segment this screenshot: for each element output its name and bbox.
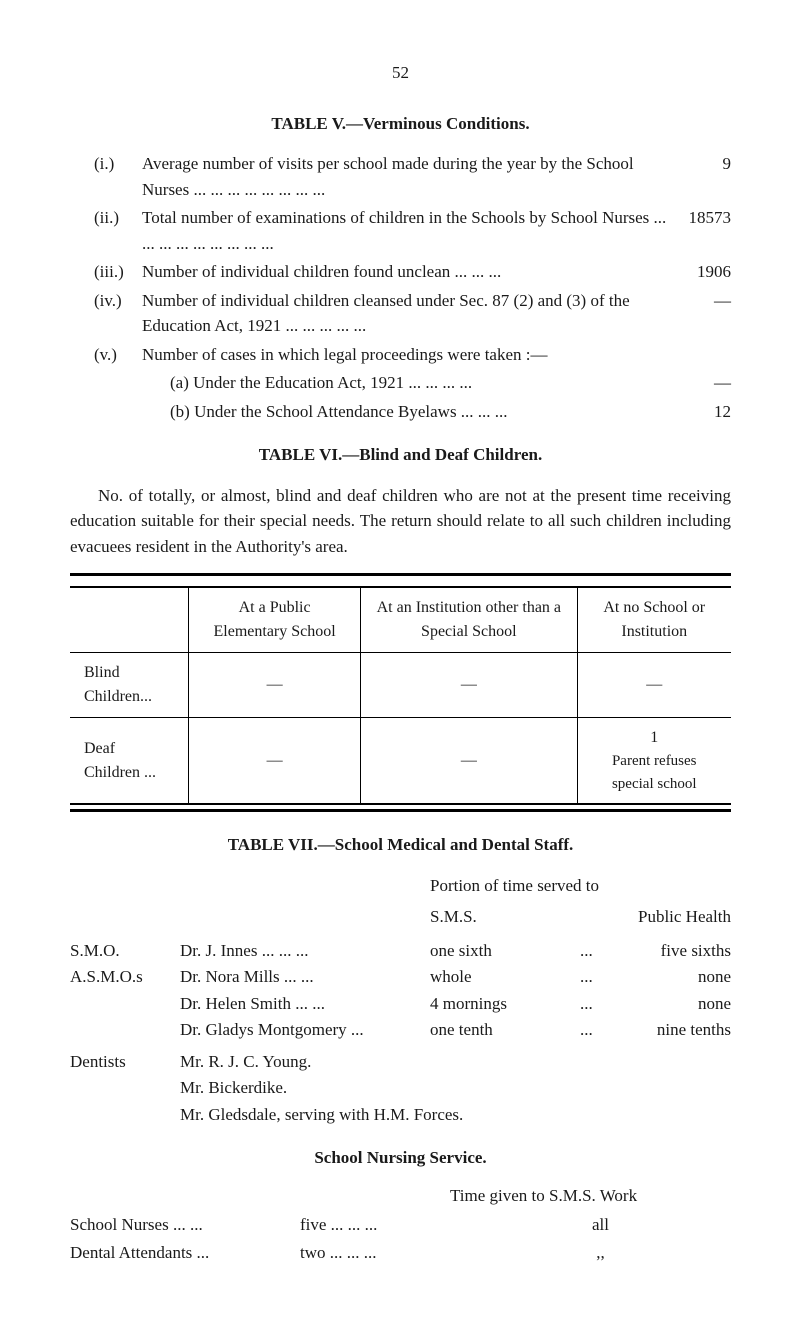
marker: (iii.) (70, 259, 142, 285)
col-header: At a Public Elementary School (189, 587, 361, 653)
table-v-heading: TABLE V.—Verminous Conditions. (70, 111, 731, 137)
cell: — (189, 718, 361, 805)
dentists-label: Dentists (70, 1049, 180, 1075)
nursing-row: School Nurses ... ... five ... ... ... a… (70, 1212, 731, 1238)
col-header: At no School or Institution (577, 587, 731, 653)
marker: (v.) (70, 342, 142, 368)
rule (70, 573, 731, 576)
item-value: 1906 (671, 259, 731, 285)
nursing-time: all (470, 1212, 731, 1238)
staff-name: Dr. Nora Mills ... ... (180, 964, 430, 990)
marker: (i.) (70, 151, 142, 177)
role: A.S.M.O.s (70, 964, 180, 990)
cell-note: Parent refuses special school (592, 750, 717, 795)
nursing-count: five ... ... ... (300, 1212, 470, 1238)
sub-text: (b) Under the School Attendance Byelaws … (70, 399, 671, 425)
sms-label: S.M.S. (430, 904, 580, 930)
staff-row: S.M.O. Dr. J. Innes ... ... ... one sixt… (70, 938, 731, 964)
blind-deaf-table: At a Public Elementary School At an Inst… (70, 586, 731, 805)
item-value: — (671, 288, 731, 314)
nursing-label: School Nurses ... ... (70, 1212, 300, 1238)
sub-text: (a) Under the Education Act, 1921 ... ..… (70, 370, 671, 396)
table-row: Blind Children... — — — (70, 653, 731, 718)
ph-label: Public Health (580, 904, 731, 930)
role: S.M.O. (70, 938, 180, 964)
list-item: (iv.) Number of individual children clea… (70, 288, 731, 339)
ph-value: none (620, 964, 731, 990)
staff-row: A.S.M.O.s Dr. Nora Mills ... ... whole .… (70, 964, 731, 990)
item-text: Number of cases in which legal proceedin… (142, 342, 671, 368)
dentist-name: Mr. Gledsdale, serving with H.M. Forces. (180, 1102, 463, 1128)
sms-value: one tenth (430, 1017, 580, 1043)
nursing-label: Dental Attendants ... (70, 1240, 300, 1266)
staff-name: Dr. Gladys Montgomery ... (180, 1017, 430, 1043)
table-vi-intro: No. of totally, or almost, blind and dea… (70, 483, 731, 560)
staff-row: Dr. Helen Smith ... ... 4 mornings ... n… (70, 991, 731, 1017)
row-label: Deaf Children ... (70, 718, 189, 805)
dots: ... (580, 1017, 620, 1043)
item-text: Average number of visits per school made… (142, 151, 671, 202)
sms-value: 4 mornings (430, 991, 580, 1017)
nursing-time: ,, (470, 1240, 731, 1266)
dots: ... (580, 964, 620, 990)
ph-value: five sixths (620, 938, 731, 964)
sub-value: — (671, 370, 731, 396)
rule (70, 809, 731, 812)
sms-value: whole (430, 964, 580, 990)
item-value: 9 (671, 151, 731, 177)
nursing-count: two ... ... ... (300, 1240, 470, 1266)
role (70, 991, 180, 1017)
cell: 1 Parent refuses special school (577, 718, 731, 805)
dots: ... (580, 991, 620, 1017)
item-text: Number of individual children found uncl… (142, 259, 671, 285)
cell: — (361, 653, 577, 718)
ph-value: none (620, 991, 731, 1017)
marker: (iv.) (70, 288, 142, 314)
table-vi-heading: TABLE VI.—Blind and Deaf Children. (70, 442, 731, 468)
list-item: (ii.) Total number of examinations of ch… (70, 205, 731, 256)
sms-value: one sixth (430, 938, 580, 964)
cell: — (189, 653, 361, 718)
sub-value: 12 (671, 399, 731, 425)
cell: — (577, 653, 731, 718)
dentist-name: Mr. Bickerdike. (180, 1075, 287, 1101)
table-v-list: (i.) Average number of visits per school… (70, 151, 731, 424)
portion-heading: Portion of time served to (430, 873, 731, 899)
dentist-name: Mr. R. J. C. Young. (180, 1049, 311, 1075)
item-text: Number of individual children cleansed u… (142, 288, 671, 339)
list-item: (v.) Number of cases in which legal proc… (70, 342, 731, 368)
staff-name: Dr. J. Innes ... ... ... (180, 938, 430, 964)
cell: — (361, 718, 577, 805)
sub-item: (a) Under the Education Act, 1921 ... ..… (70, 370, 731, 396)
dentists-row: Mr. Gledsdale, serving with H.M. Forces. (70, 1102, 731, 1128)
col-header (70, 587, 189, 653)
sub-item: (b) Under the School Attendance Byelaws … (70, 399, 731, 425)
item-value: 18573 (671, 205, 731, 231)
staff-row: Dr. Gladys Montgomery ... one tenth ... … (70, 1017, 731, 1043)
staff-name: Dr. Helen Smith ... ... (180, 991, 430, 1017)
row-label: Blind Children... (70, 653, 189, 718)
item-text: Total number of examinations of children… (142, 205, 671, 256)
role (70, 1017, 180, 1043)
marker: (ii.) (70, 205, 142, 231)
page-number: 52 (70, 60, 731, 86)
subheader-row: S.M.S. Public Health (70, 904, 731, 930)
list-item: (iii.) Number of individual children fou… (70, 259, 731, 285)
table-row: Deaf Children ... — — 1 Parent refuses s… (70, 718, 731, 805)
staff-section: Portion of time served to S.M.S. Public … (70, 873, 731, 1128)
col-header: At an Institution other than a Special S… (361, 587, 577, 653)
dentists-row: Dentists Mr. R. J. C. Young. (70, 1049, 731, 1075)
dots: ... (580, 938, 620, 964)
nursing-heading: School Nursing Service. (70, 1145, 731, 1171)
table-vii-heading: TABLE VII.—School Medical and Dental Sta… (70, 832, 731, 858)
nursing-row: Dental Attendants ... two ... ... ... ,, (70, 1240, 731, 1266)
table-header-row: At a Public Elementary School At an Inst… (70, 587, 731, 653)
list-item: (i.) Average number of visits per school… (70, 151, 731, 202)
ph-value: nine tenths (620, 1017, 731, 1043)
dentists-row: Mr. Bickerdike. (70, 1075, 731, 1101)
time-heading: Time given to S.M.S. Work (450, 1183, 731, 1209)
